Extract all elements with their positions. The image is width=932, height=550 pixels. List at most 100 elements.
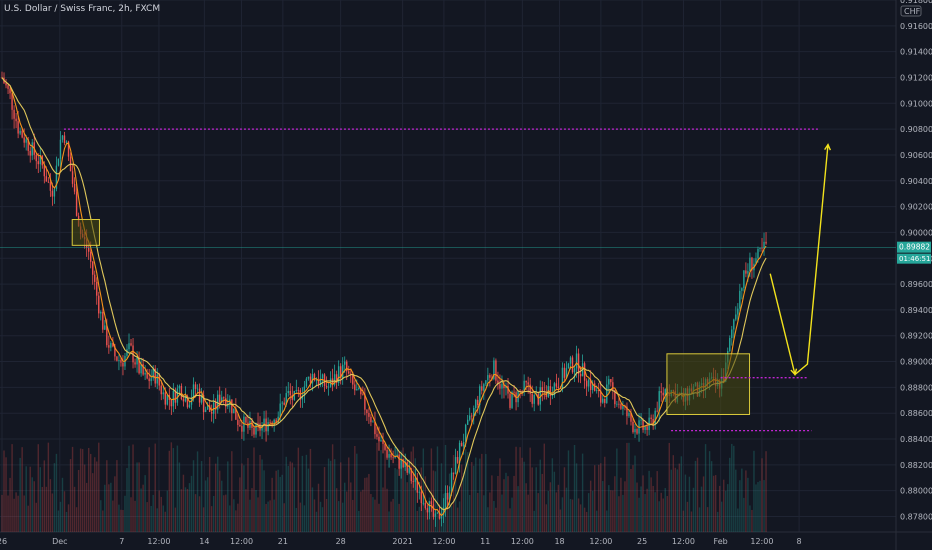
volume-bar [505, 472, 507, 532]
candle-body [765, 241, 767, 244]
volume-bar [245, 489, 247, 532]
volume-bar [325, 498, 328, 532]
candle-body [460, 442, 463, 447]
candle-body [495, 360, 497, 381]
candle-body [493, 360, 495, 380]
volume-bar [406, 482, 408, 532]
candle-body [150, 378, 152, 382]
candle-body [7, 85, 9, 89]
candle-body [434, 513, 437, 518]
candle-body [485, 380, 487, 385]
volume-bar [573, 445, 576, 532]
x-tick-label: 26 [0, 537, 7, 546]
x-tick-label: 12:00 [147, 537, 170, 546]
y-tick-label: 0.90000 [900, 228, 932, 237]
volume-bar [420, 467, 423, 532]
volume-bar [13, 498, 15, 532]
volume-bar [386, 488, 388, 532]
y-tick-label: 0.91800 [900, 0, 932, 5]
candle-body [180, 385, 183, 400]
volume-bar [706, 507, 709, 532]
candle-body [339, 366, 342, 378]
volume-bar [249, 499, 251, 532]
candle-body [130, 343, 132, 346]
candle-body [21, 130, 23, 138]
candle-body [305, 378, 308, 387]
candle-body [487, 375, 489, 381]
volume-bar [184, 487, 187, 532]
volume-bar [208, 456, 211, 532]
volume-bar [559, 509, 562, 532]
volume-bar [337, 501, 340, 532]
volume-bar [454, 479, 457, 532]
candle-body [600, 390, 602, 403]
volume-bar [237, 503, 239, 532]
candle-body [598, 389, 600, 391]
volume-bar [489, 492, 491, 532]
candle-body [610, 379, 612, 383]
candle-body [315, 380, 318, 381]
candle-body [640, 419, 642, 421]
volume-bar [162, 505, 164, 532]
candle-body [503, 384, 505, 389]
volume-bar [269, 500, 271, 532]
candle-body [456, 457, 459, 463]
candle-body [646, 426, 648, 430]
volume-bar [102, 510, 104, 532]
candle-body [31, 142, 33, 156]
volume-bar [541, 473, 543, 532]
volume-bar [638, 497, 640, 532]
candle-body [380, 440, 382, 442]
candle-body [221, 397, 223, 403]
volume-bar [134, 500, 136, 532]
volume-bar [142, 484, 144, 532]
x-tick-label: 12:00 [672, 537, 695, 546]
candle-body [735, 314, 737, 320]
candle-body [23, 137, 25, 143]
candle-body [273, 419, 275, 425]
volume-bar [725, 490, 727, 532]
moving-average-slow [1, 77, 767, 511]
candle-body [148, 378, 150, 382]
candle-body [604, 398, 606, 403]
candle-body [475, 399, 477, 408]
volume-bar [402, 447, 404, 532]
candle-body [293, 390, 296, 400]
candle-body [642, 419, 644, 430]
volume-bar [598, 464, 600, 532]
candle-body [660, 391, 662, 393]
volume-bar [19, 457, 21, 532]
candle-body [267, 422, 269, 432]
volume-bar [273, 499, 275, 532]
candle-body [94, 274, 96, 282]
candle-body [5, 83, 7, 86]
volume-bar [299, 502, 302, 532]
volume-bar [186, 488, 189, 532]
volume-bar [666, 496, 668, 532]
candle-body [529, 384, 531, 394]
volume-bar [94, 457, 96, 532]
candle-body [287, 390, 289, 394]
volume-bar [749, 505, 751, 532]
y-tick-label: 0.89200 [900, 332, 932, 341]
candle-body [499, 384, 501, 389]
volume-bar [549, 482, 552, 532]
volume-bar [600, 463, 602, 532]
volume-bar [384, 450, 386, 532]
x-tick-label: 11 [480, 537, 490, 546]
candle-body [589, 379, 592, 391]
volume-bar [376, 442, 378, 532]
candle-body [471, 415, 473, 417]
candle-body [301, 395, 304, 400]
volume-bar [35, 502, 37, 532]
volume-bar [446, 496, 449, 532]
volume-bar [513, 475, 515, 532]
volume-bar [253, 447, 255, 532]
volume-bar [535, 467, 537, 532]
volume-bar [297, 447, 300, 532]
volume-bar [120, 509, 122, 532]
volume-bar [126, 468, 128, 532]
candle-body [410, 468, 412, 482]
x-tick-label: 12:00 [589, 537, 612, 546]
